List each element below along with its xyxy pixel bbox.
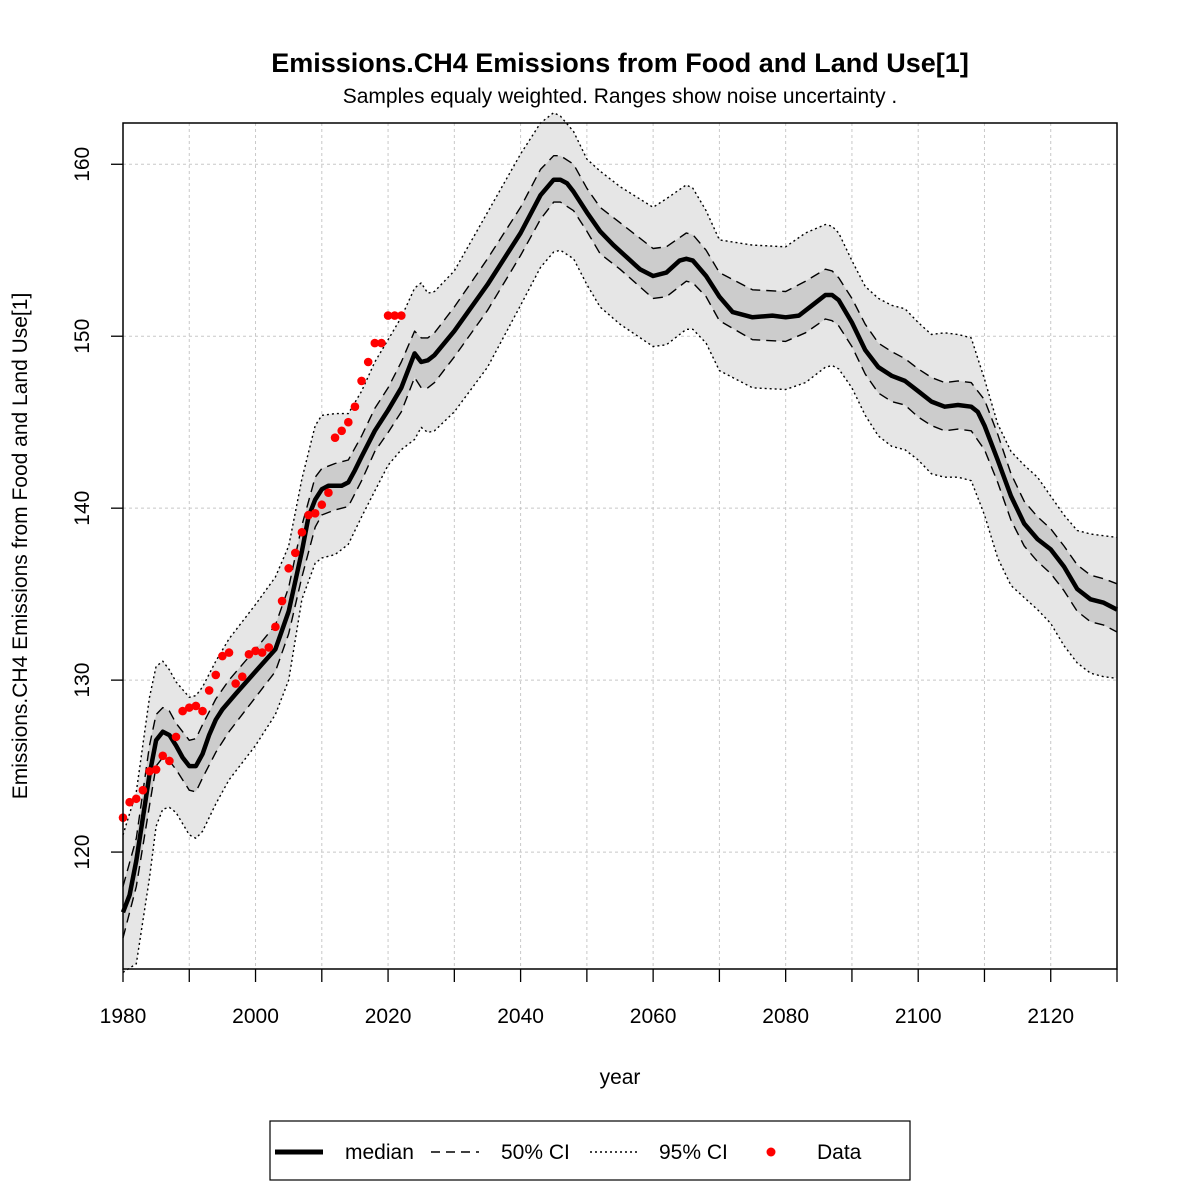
legend-box	[269, 1120, 911, 1181]
data-point	[370, 338, 380, 348]
x-tick-label: 2120	[1027, 1005, 1074, 1028]
data-point	[344, 417, 353, 427]
x-tick-label: 1980	[100, 1005, 147, 1028]
y-tick-label: 150	[71, 319, 94, 354]
y-axis-label: Emissions.CH4 Emissions from Food and La…	[9, 293, 32, 800]
data-point	[377, 338, 386, 348]
plot-frame	[122, 122, 1118, 970]
x-tick-label: 2000	[232, 1005, 279, 1028]
data-point	[191, 701, 201, 711]
data-point	[304, 510, 313, 520]
data-point	[290, 548, 300, 558]
data-point	[237, 672, 247, 681]
data-point	[264, 643, 274, 652]
data-point	[198, 706, 207, 716]
ci95-area	[123, 112, 1117, 973]
y-tick-label: 130	[71, 663, 94, 698]
data-point	[165, 756, 174, 766]
median-line	[120, 177, 1119, 914]
y-tick-label: 120	[71, 835, 94, 870]
legend-median-label: median	[345, 1141, 414, 1164]
x-axis-label: year	[600, 1066, 641, 1089]
data-point	[131, 794, 141, 804]
x-tick-label: 2020	[365, 1005, 412, 1028]
data-point	[257, 648, 267, 657]
data-point	[317, 500, 327, 510]
data-point	[284, 564, 293, 573]
ci50-lower-line	[122, 201, 1118, 939]
data-point	[138, 785, 148, 795]
data-point	[224, 648, 234, 657]
legend: median 50% CI 95% CI Data	[269, 1120, 911, 1181]
x-tick-label: 2080	[762, 1005, 809, 1028]
x-tick-label: 2060	[630, 1005, 677, 1028]
data-point	[297, 527, 307, 537]
data-point	[397, 311, 406, 320]
data-points	[118, 311, 406, 822]
legend-data-label: Data	[817, 1141, 862, 1164]
ci95-upper-line	[122, 111, 1118, 836]
data-point	[363, 357, 373, 367]
data-point	[271, 622, 280, 632]
y-tick-label: 140	[71, 491, 94, 526]
chart-subtitle: Samples equaly weighted. Ranges show noi…	[343, 85, 898, 108]
data-point	[184, 703, 194, 712]
data-point	[244, 650, 254, 659]
data-point	[383, 311, 393, 320]
x-axis: 1980 2000 2020 2040 2060 2080 2100 2120	[100, 969, 1118, 1028]
x-tick-label: 2100	[895, 1005, 942, 1028]
data-point	[171, 732, 181, 742]
data-point	[330, 433, 340, 442]
data-point	[145, 766, 154, 776]
chart-title: Emissions.CH4 Emissions from Food and La…	[271, 48, 969, 78]
data-point	[211, 670, 221, 680]
data-point	[158, 751, 168, 761]
data-point	[324, 488, 333, 497]
legend-data-swatch	[766, 1147, 776, 1157]
data-point	[337, 426, 346, 436]
data-point	[231, 679, 240, 688]
legend-ci95-label: 95% CI	[659, 1141, 728, 1164]
data-point	[350, 402, 360, 412]
data-point	[178, 706, 187, 716]
data-point	[151, 765, 161, 774]
data-point	[390, 311, 399, 320]
x-tick-label: 2040	[497, 1005, 544, 1028]
legend-ci50-label: 50% CI	[501, 1141, 570, 1164]
y-tick-label: 160	[71, 147, 94, 182]
y-axis: 120 130 140 150 160	[71, 147, 123, 870]
data-point	[204, 686, 214, 695]
data-point	[218, 651, 227, 661]
data-point	[277, 596, 287, 606]
data-point	[357, 376, 366, 386]
ci95-band	[123, 112, 1117, 973]
ci50-upper-line	[122, 154, 1118, 887]
data-point	[251, 646, 260, 656]
data-point	[310, 509, 320, 518]
data-point	[125, 797, 134, 807]
series-lines	[120, 111, 1119, 973]
